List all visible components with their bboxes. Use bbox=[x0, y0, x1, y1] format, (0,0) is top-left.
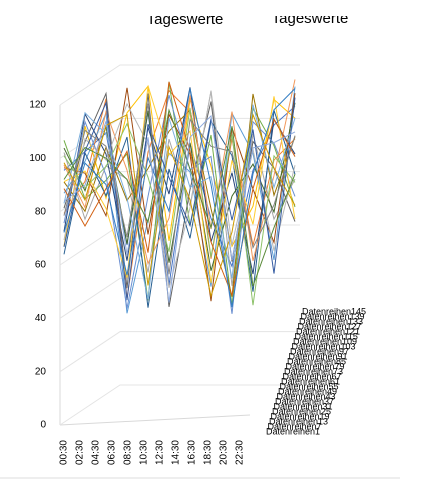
legend-label: Datenreihen91 bbox=[289, 351, 348, 361]
chart-title: Tageswerte bbox=[147, 11, 224, 28]
series-line bbox=[63, 87, 296, 302]
series-line bbox=[63, 112, 296, 298]
x-tick-label: 20:30 bbox=[219, 440, 230, 465]
x-tick-label: 04:30 bbox=[91, 440, 102, 465]
series-line bbox=[63, 88, 296, 308]
x-tick-label: 08:30 bbox=[123, 440, 134, 465]
axis-line bbox=[59, 414, 251, 426]
legend-label: Datenreihen73 bbox=[284, 366, 343, 376]
legend-label: Datenreihen127 bbox=[298, 321, 362, 331]
legend-label: Datenreihen79 bbox=[286, 361, 345, 371]
legend-label: Datenreihen85 bbox=[287, 356, 346, 366]
legend-label: Datenreihen49 bbox=[278, 386, 337, 396]
series-line bbox=[63, 89, 296, 299]
legend-label: Datenreihen103 bbox=[292, 341, 356, 351]
x-tick-label: 02:30 bbox=[75, 440, 86, 465]
y-tick-label: 100 bbox=[29, 153, 46, 164]
series-line bbox=[63, 107, 296, 306]
legend-label: Datenreihen7 bbox=[268, 421, 322, 431]
series-line bbox=[63, 114, 296, 303]
legend-label: Datenreihen55 bbox=[280, 381, 339, 391]
legend-label: Datenreihen25 bbox=[272, 406, 331, 416]
x-tick-label: 12:30 bbox=[155, 440, 166, 465]
y-tick-label: 40 bbox=[35, 313, 47, 324]
grid-line bbox=[59, 384, 300, 426]
legend-label: Datenreihen67 bbox=[283, 371, 342, 381]
legend-label: Datenreihen145 bbox=[302, 306, 366, 316]
legend-label: Datenreihen115 bbox=[295, 331, 358, 341]
legend-label: Datenreihen121 bbox=[296, 326, 360, 336]
y-tick-label: 80 bbox=[35, 206, 47, 217]
legend-label: Datenreihen43 bbox=[277, 391, 336, 401]
x-tick-label: 00:30 bbox=[59, 440, 70, 465]
legend-label: Datenreihen13 bbox=[269, 416, 328, 426]
series-line bbox=[63, 85, 296, 284]
legend-label: Datenreihen31 bbox=[274, 401, 333, 411]
x-tick-label: 18:30 bbox=[203, 440, 214, 465]
x-tick-label: 16:30 bbox=[187, 440, 198, 465]
chart-title: Tageswerte bbox=[272, 10, 349, 27]
grid-line bbox=[59, 64, 300, 106]
series-line bbox=[63, 108, 296, 287]
series-line bbox=[63, 79, 296, 266]
legend-label: Datenreihen61 bbox=[281, 376, 340, 386]
y-tick-label: 0 bbox=[40, 420, 46, 431]
x-tick-label: 14:30 bbox=[171, 440, 182, 465]
series-line bbox=[63, 93, 296, 297]
grid-line bbox=[59, 331, 300, 373]
y-tick-label: 60 bbox=[35, 260, 47, 271]
legend-label: Datenreihen133 bbox=[299, 316, 363, 326]
legend-label: Datenreihen97 bbox=[290, 346, 349, 356]
series-line bbox=[63, 103, 296, 275]
x-tick-label: 06:30 bbox=[107, 440, 118, 465]
grid-line bbox=[59, 277, 300, 319]
series-line bbox=[63, 81, 296, 298]
series-line bbox=[63, 84, 296, 248]
legend-label: Datenreihen1 bbox=[266, 426, 320, 436]
y-tick-label: 120 bbox=[29, 100, 46, 111]
legend-label: Datenreihen19 bbox=[271, 411, 330, 421]
series-line bbox=[63, 94, 296, 314]
legend-label: Datenreihen139 bbox=[301, 311, 365, 321]
y-tick-label: 20 bbox=[35, 366, 47, 377]
legend-label: Datenreihen109 bbox=[293, 336, 357, 346]
legend-label: Datenreihen37 bbox=[275, 396, 334, 406]
x-tick-label: 22:30 bbox=[235, 440, 246, 465]
series-line bbox=[63, 97, 296, 301]
x-tick-label: 10:30 bbox=[139, 440, 150, 465]
